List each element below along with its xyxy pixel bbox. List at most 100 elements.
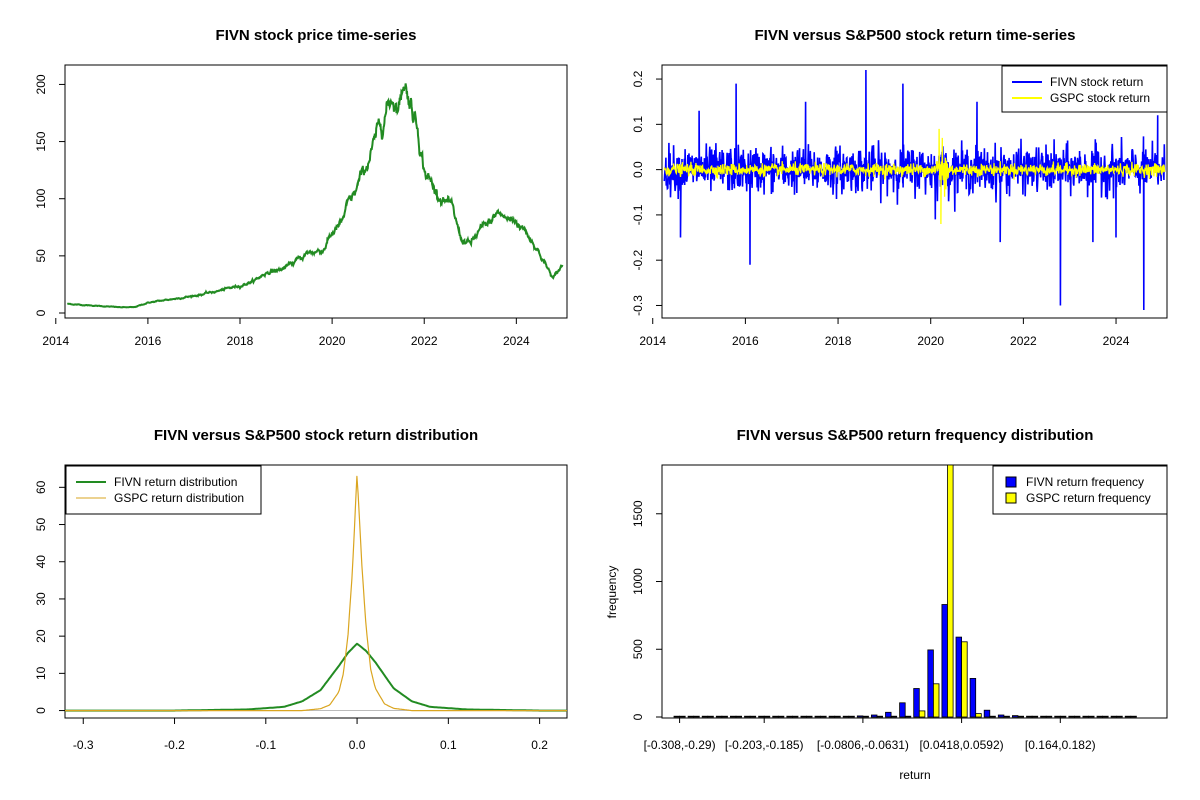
fivn-bar	[1068, 715, 1075, 718]
price-x-tick-label: 2020	[319, 334, 346, 348]
fivn-bar	[828, 715, 836, 718]
legend-box	[1001, 65, 1168, 113]
panel-density-legend: FIVN return distribution GSPC return dis…	[65, 465, 262, 515]
gspc-bar	[918, 710, 926, 718]
gspc-bar	[693, 715, 700, 718]
panel-histogram-legend: FIVN return frequency GSPC return freque…	[992, 465, 1168, 515]
panel-histogram-frame	[661, 464, 1168, 719]
panel-density: FIVN versus S&P500 stock return distribu…	[34, 427, 568, 752]
panel-histogram-xlabel: return	[899, 768, 930, 782]
gspc-bar	[1017, 715, 1024, 718]
density-x-tick-label: 0.2	[531, 738, 548, 752]
fivn-bar	[744, 715, 751, 718]
returns-y-tick-label: 0.2	[631, 70, 645, 87]
legend-gspc-swatch	[1005, 492, 1017, 504]
panel-histogram: FIVN versus S&P500 return frequency dist…	[605, 427, 1168, 782]
panel-returns-legend: FIVN stock return GSPC stock return	[1001, 65, 1168, 113]
fivn-bar	[941, 604, 948, 718]
gspc-bar	[1045, 715, 1053, 718]
gspc-bar	[834, 715, 841, 718]
fivn-bar	[997, 714, 1005, 718]
gspc-bar	[1088, 715, 1095, 718]
fivn-bar	[927, 649, 934, 718]
fivn-bar	[913, 688, 920, 718]
gspc-bar	[1059, 715, 1067, 718]
gspc-bar	[933, 683, 940, 718]
gspc-bar	[876, 715, 883, 718]
price-x-tick-label: 2018	[227, 334, 254, 348]
hist-y-tick-label: 1500	[631, 500, 645, 527]
panel-histogram-y-ticks: 0 500 1000 1500	[631, 500, 662, 720]
fivn-bar	[701, 715, 709, 718]
returns-y-tick-label: 0.0	[631, 161, 645, 178]
fivn-bar	[786, 715, 793, 718]
returns-x-tick-label: 2016	[732, 334, 759, 348]
price-x-tick-label: 2024	[503, 334, 530, 348]
fivn-bar	[814, 715, 821, 718]
legend-box	[992, 465, 1168, 515]
gspc-bar	[777, 715, 785, 718]
gspc-bar	[848, 715, 855, 718]
fivn-bar	[1096, 715, 1103, 718]
panel-returns-frame	[661, 64, 1168, 319]
price-series-line	[67, 83, 564, 309]
price-x-tick-label: 2014	[42, 334, 69, 348]
fivn-bar	[758, 715, 765, 718]
hist-y-tick-label: 1000	[631, 568, 645, 595]
returns-x-tick-label: 2024	[1103, 334, 1130, 348]
fivn-bar	[871, 714, 878, 718]
fivn-bar	[1012, 715, 1019, 718]
hist-x-tick-label: [-0.308,-0.29)	[644, 738, 716, 752]
returns-y-tick-label: 0.1	[631, 116, 645, 133]
panel-returns-plot	[663, 69, 1166, 311]
hist-x-tick-label: [0.164,0.182)	[1025, 738, 1096, 752]
panel-density-x-ticks: -0.3 -0.2 -0.1 0.0 0.1 0.2	[73, 718, 548, 752]
returns-x-tick-label: 2020	[917, 334, 944, 348]
panel-returns-title: FIVN versus S&P500 stock return time-ser…	[755, 27, 1076, 44]
fivn-bar	[1026, 715, 1033, 718]
returns-y-tick-label: -0.1	[631, 204, 645, 225]
returns-y-tick-label: -0.3	[631, 295, 645, 316]
returns-x-tick-label: 2022	[1010, 334, 1037, 348]
panel-density-plot	[65, 475, 567, 712]
legend-fivn-swatch	[1005, 476, 1017, 488]
price-x-tick-label: 2016	[135, 334, 162, 348]
fivn-bar	[687, 715, 695, 718]
gspc-bar	[862, 715, 869, 718]
density-y-tick-label: 40	[34, 555, 48, 569]
gspc-bar	[792, 715, 799, 718]
gspc-bar	[735, 715, 742, 718]
gspc-bar	[806, 715, 813, 718]
fivn-bar	[885, 711, 892, 718]
fivn-bar	[983, 709, 991, 718]
price-y-tick-label: 150	[34, 131, 48, 151]
density-x-tick-label: -0.2	[164, 738, 185, 752]
density-y-tick-label: 60	[34, 480, 48, 494]
returns-y-tick-label: -0.2	[631, 250, 645, 271]
legend-fivn-label: FIVN return frequency	[1026, 475, 1144, 489]
fivn-bar	[1082, 715, 1089, 718]
gspc-bar	[721, 715, 728, 718]
gspc-bar	[989, 715, 996, 718]
panel-price-y-ticks: 0 50 100 150 200	[34, 74, 65, 316]
legend-gspc-label: GSPC stock return	[1050, 91, 1150, 105]
fivn-bar	[899, 702, 906, 718]
gspc-bar	[1031, 715, 1039, 718]
gspc-bar	[820, 715, 827, 718]
price-y-tick-label: 100	[34, 188, 48, 208]
returns-x-tick-label: 2014	[639, 334, 666, 348]
panel-price: FIVN stock price time-series 2014 2016 201…	[34, 27, 568, 348]
gspc-bar	[1003, 715, 1010, 718]
gspc-bar	[1116, 715, 1123, 718]
gspc-bar	[707, 715, 714, 718]
gspc-bar	[890, 715, 898, 718]
density-y-tick-label: 30	[34, 592, 48, 606]
density-y-tick-label: 0	[34, 707, 48, 714]
returns-x-tick-label: 2018	[825, 334, 852, 348]
legend-fivn-label: FIVN return distribution	[114, 475, 237, 489]
legend-gspc-label: GSPC return distribution	[114, 491, 244, 505]
hist-y-tick-label: 0	[631, 713, 645, 720]
fivn-bar	[772, 715, 779, 718]
density-y-tick-label: 20	[34, 629, 48, 643]
